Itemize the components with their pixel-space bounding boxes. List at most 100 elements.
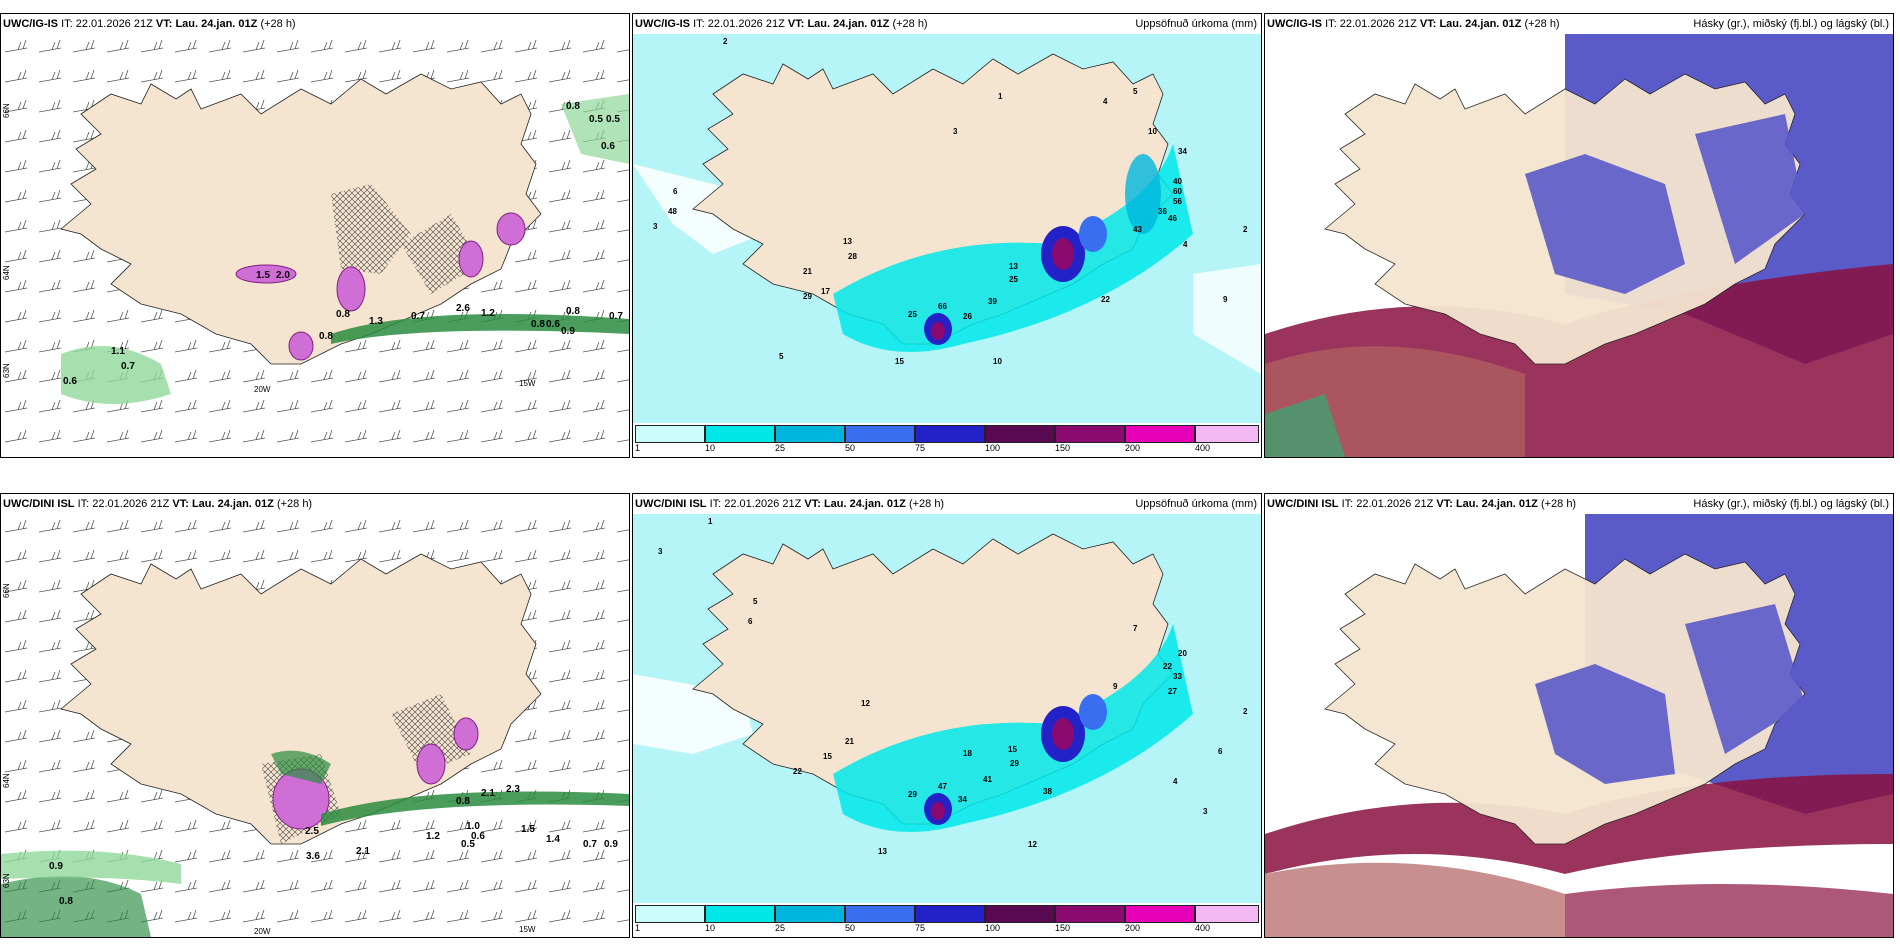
colorbar-swatch [915,425,985,443]
panel-accum-precip-row2: UWC/DINI ISL IT: 22.01.2026 21Z VT: Lau.… [632,493,1262,938]
colorbar-tick: 150 [1055,443,1071,453]
colorbar: 1 10 25 50 75 100 150 200 400 [633,903,1261,937]
svg-text:15: 15 [823,752,832,761]
svg-text:1.5: 1.5 [256,270,270,281]
svg-text:9: 9 [1223,295,1228,304]
svg-text:3: 3 [658,547,663,556]
accum-precip-map: 2 1 3 4 5 10 48 6 13 28 21 29 17 25 66 1… [633,34,1261,424]
svg-text:34: 34 [958,795,967,804]
svg-text:66N: 66N [2,103,11,118]
svg-text:0.8: 0.8 [566,101,580,112]
svg-text:2.1: 2.1 [481,788,495,799]
svg-text:0.5: 0.5 [461,839,475,850]
svg-text:2: 2 [723,37,728,46]
svg-text:22: 22 [1163,662,1172,671]
svg-text:1.3: 1.3 [369,316,383,327]
svg-text:28: 28 [848,252,857,261]
colorbar-tick: 10 [705,443,716,453]
panel-title: Uppsöfnuð úrkoma (mm) [1135,498,1257,510]
colorbar-swatch [775,905,845,923]
panel-header: UWC/DINI ISL IT: 22.01.2026 21Z VT: Lau.… [633,494,1261,514]
colorbar-tick: 100 [985,923,1001,933]
panel-accum-precip-row1: UWC/IG-IS IT: 22.01.2026 21Z VT: Lau. 24… [632,13,1262,458]
svg-text:0.6: 0.6 [63,376,77,387]
svg-text:60: 60 [1173,187,1182,196]
svg-text:3: 3 [653,222,658,231]
svg-text:0.9: 0.9 [604,839,618,850]
colorbar-swatch [1195,425,1259,443]
svg-text:40: 40 [1173,177,1182,186]
svg-text:0.7: 0.7 [411,311,425,322]
svg-text:4: 4 [1173,777,1178,786]
panel-header: UWC/DINI ISL IT: 22.01.2026 21Z VT: Lau.… [1265,494,1893,514]
panel-precip-type-row1: UWC/IG-IS IT: 22.01.2026 21Z VT: Lau. 24… [0,13,630,458]
svg-text:38: 38 [1043,787,1052,796]
svg-text:13: 13 [1009,262,1018,271]
svg-text:43: 43 [1133,225,1142,234]
colorbar-tick: 1 [635,923,641,933]
svg-text:12: 12 [1028,840,1037,849]
colorbar-tick: 400 [1195,443,1211,453]
colorbar-swatch [985,425,1055,443]
svg-text:20W: 20W [254,385,271,394]
panel-header: UWC/IG-IS IT: 22.01.2026 21Z VT: Lau. 24… [633,14,1261,34]
panel-title: Hásky (gr.), miðský (fj.bl.) og lágský (… [1693,498,1889,510]
svg-text:36: 36 [1158,207,1167,216]
svg-text:0.8: 0.8 [566,306,580,317]
svg-text:0.8: 0.8 [456,796,470,807]
colorbar-swatch [1195,905,1259,923]
colorbar-swatch [1055,905,1125,923]
svg-text:3.6: 3.6 [306,851,320,862]
svg-text:2.6: 2.6 [456,303,470,314]
panel-header: UWC/IG-IS IT: 22.01.2026 21Z VT: Lau. 24… [1265,14,1893,34]
colorbar-tick: 100 [985,443,1001,453]
svg-text:1: 1 [708,517,713,526]
colorbar-tick: 25 [775,923,786,933]
svg-text:64N: 64N [2,773,11,788]
svg-text:6: 6 [673,187,678,196]
colorbar-tick: 400 [1195,923,1211,933]
svg-text:0.6: 0.6 [471,831,485,842]
svg-text:63N: 63N [2,363,11,378]
accum-precip-map: 1 3 5 6 12 21 15 22 29 47 34 41 18 15 29… [633,514,1261,904]
cloud-cover-map [1265,34,1893,457]
svg-text:1.5: 1.5 [521,824,535,835]
colorbar-swatch [635,905,705,923]
svg-text:25: 25 [908,310,917,319]
colorbar-swatch [915,905,985,923]
svg-text:0.6: 0.6 [601,141,615,152]
svg-text:1.1: 1.1 [111,346,125,357]
colorbar-swatch [705,905,775,923]
svg-text:15W: 15W [519,925,536,934]
svg-text:10: 10 [993,357,1002,366]
svg-text:1.4: 1.4 [546,834,560,845]
colorbar-tick: 75 [915,443,926,453]
colorbar-tick: 50 [845,443,856,453]
svg-text:4: 4 [1103,97,1108,106]
svg-text:0.6: 0.6 [546,319,560,330]
svg-text:5: 5 [753,597,758,606]
svg-text:22: 22 [793,767,802,776]
colorbar-tick: 75 [915,923,926,933]
colorbar-swatch [635,425,705,443]
cloud-cover-map [1265,514,1893,937]
svg-text:17: 17 [821,287,830,296]
colorbar-tick: 10 [705,923,716,933]
svg-text:2.3: 2.3 [506,784,520,795]
colorbar-tick: 50 [845,923,856,933]
panel-title: Hásky (gr.), miðský (fj.bl.) og lágský (… [1693,18,1889,30]
svg-text:33: 33 [1173,672,1182,681]
svg-text:46: 46 [1168,214,1177,223]
svg-text:21: 21 [803,267,812,276]
svg-text:3: 3 [953,127,958,136]
svg-text:2: 2 [1243,225,1248,234]
colorbar-swatch [845,905,915,923]
svg-text:1.2: 1.2 [481,308,495,319]
svg-text:4: 4 [1183,240,1188,249]
colorbar-swatch [775,425,845,443]
svg-text:2.1: 2.1 [356,846,370,857]
svg-text:29: 29 [1010,759,1019,768]
colorbar-swatch [1055,425,1125,443]
svg-text:29: 29 [803,292,812,301]
panel-precip-type-row2: UWC/DINI ISL IT: 22.01.2026 21Z VT: Lau.… [0,493,630,938]
